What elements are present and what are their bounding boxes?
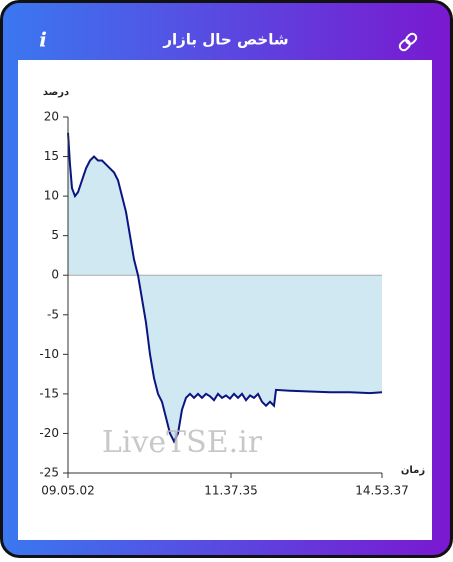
area-fill xyxy=(68,132,382,442)
y-axis-label: درصد xyxy=(43,87,69,98)
info-icon[interactable]: i xyxy=(39,28,47,52)
x-tick-label: 11.37.35 xyxy=(204,484,257,498)
y-tick-label: -25 xyxy=(39,466,59,480)
y-tick-label: 10 xyxy=(44,189,59,203)
line xyxy=(67,132,383,444)
x-axis-label: زمان xyxy=(401,465,425,476)
watermark: LiveTSE.ir xyxy=(102,425,263,460)
y-tick-label: -15 xyxy=(39,386,59,400)
y-tick-label: 5 xyxy=(51,228,59,242)
y-tick-label: -20 xyxy=(39,426,59,440)
y-tick-label: 20 xyxy=(44,110,59,124)
y-tick-label: 0 xyxy=(51,268,59,282)
link-icon[interactable] xyxy=(398,32,418,52)
x-tick-label: 09.05.02 xyxy=(41,484,94,498)
x-tick-label: 14.53.37 xyxy=(355,484,408,498)
header-title: شاخص حال بازار xyxy=(162,31,288,49)
y-tick-label: -5 xyxy=(47,307,59,321)
y-tick-label: 15 xyxy=(44,149,59,163)
y-tick-label: -10 xyxy=(39,347,59,361)
